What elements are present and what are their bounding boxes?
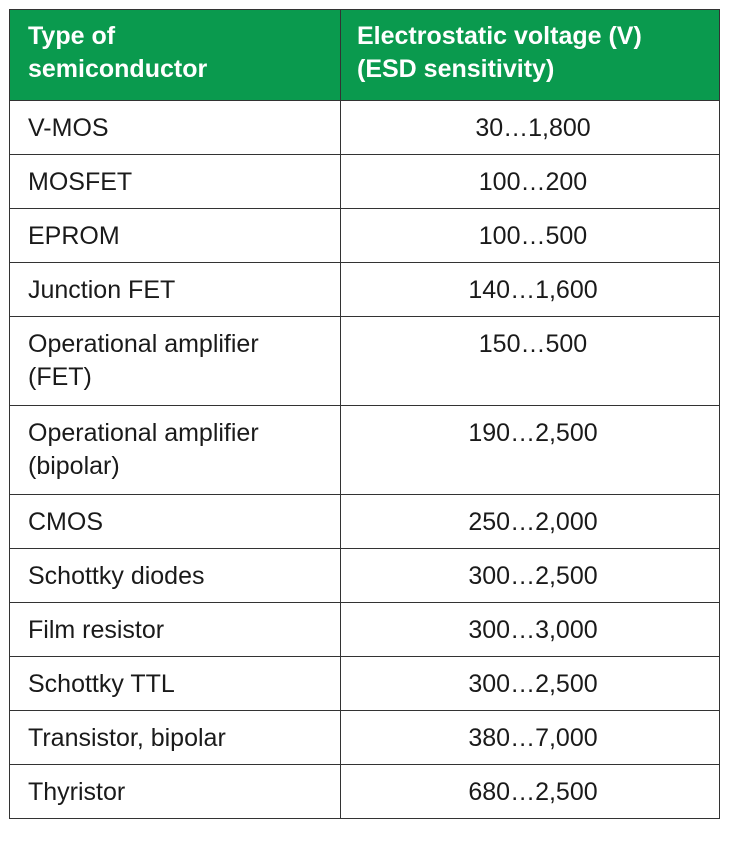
table-row: CMOS 250…2,000 [9, 494, 720, 549]
semiconductor-type: MOSFET [9, 154, 341, 209]
semiconductor-type: Schottky diodes [9, 548, 341, 603]
header-type: Type of semiconductor [9, 9, 341, 101]
semiconductor-type: Transistor, bipolar [9, 710, 341, 765]
esd-voltage: 380…7,000 [340, 710, 720, 765]
esd-voltage: 100…500 [340, 208, 720, 263]
semiconductor-type: V-MOS [9, 100, 341, 155]
semiconductor-type: Thyristor [9, 764, 341, 819]
table-row: Operational amplifier (FET) 150…500 [9, 316, 720, 406]
table-row: Transistor, bipolar 380…7,000 [9, 710, 720, 765]
header-voltage-line1: Electrostatic voltage (V) [357, 22, 642, 50]
esd-sensitivity-table: Type of semiconductor Electrostatic volta… [9, 9, 720, 819]
semiconductor-type: Junction FET [9, 262, 341, 317]
header-type-line2: semiconductor [28, 55, 208, 83]
esd-voltage: 190…2,500 [340, 405, 720, 495]
esd-voltage: 30…1,800 [340, 100, 720, 155]
table-row: Operational amplifier (bipolar) 190…2,500 [9, 405, 720, 495]
esd-voltage: 300…2,500 [340, 548, 720, 603]
table-row: MOSFET 100…200 [9, 154, 720, 209]
table-row: Schottky TTL 300…2,500 [9, 656, 720, 711]
esd-voltage: 300…2,500 [340, 656, 720, 711]
header-voltage: Electrostatic voltage (V) (ESD sensitivit… [340, 9, 720, 101]
header-type-line1: Type of [28, 22, 116, 50]
esd-voltage: 300…3,000 [340, 602, 720, 657]
table-row: Film resistor 300…3,000 [9, 602, 720, 657]
semiconductor-type: Operational amplifier (FET) [9, 316, 341, 406]
esd-voltage: 150…500 [340, 316, 720, 406]
header-voltage-line2: (ESD sensitivity) [357, 55, 555, 83]
header-row: Type of semiconductor Electrostatic volta… [9, 9, 720, 101]
table-row: EPROM 100…500 [9, 208, 720, 263]
semiconductor-type: CMOS [9, 494, 341, 549]
esd-voltage: 250…2,000 [340, 494, 720, 549]
semiconductor-type: Operational amplifier (bipolar) [9, 405, 341, 495]
esd-voltage: 140…1,600 [340, 262, 720, 317]
esd-voltage: 100…200 [340, 154, 720, 209]
table-row: V-MOS 30…1,800 [9, 100, 720, 155]
semiconductor-type: Schottky TTL [9, 656, 341, 711]
esd-voltage: 680…2,500 [340, 764, 720, 819]
semiconductor-type: Film resistor [9, 602, 341, 657]
table-row: Schottky diodes 300…2,500 [9, 548, 720, 603]
semiconductor-type: EPROM [9, 208, 341, 263]
table-row: Junction FET 140…1,600 [9, 262, 720, 317]
table-row: Thyristor 680…2,500 [9, 764, 720, 819]
